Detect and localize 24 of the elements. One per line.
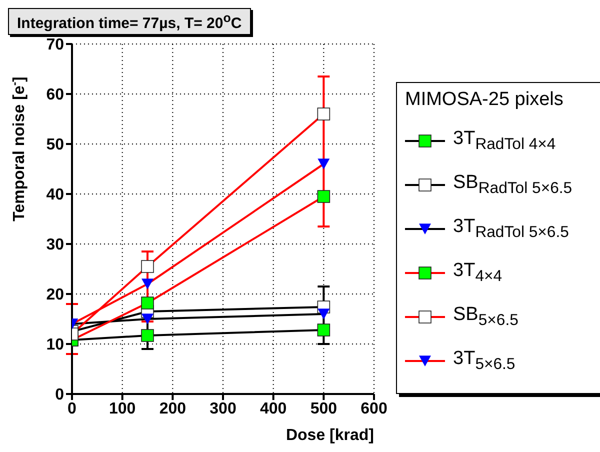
legend-label: SB$_{5×6.5}$ — [453, 304, 518, 330]
legend-title: MIMOSA-25 pixels — [405, 89, 564, 111]
y-tick-label: 0 — [55, 386, 64, 404]
y-tick-label: 70 — [46, 36, 64, 54]
y-tick-label: 60 — [46, 86, 64, 104]
legend-label: SB$_{RadTol 5×6.5}$ — [453, 172, 572, 198]
y-tick-label: 30 — [46, 236, 64, 254]
legend-label: 3T$_{4×4}$ — [453, 260, 502, 286]
x-tick-label: 600 — [360, 400, 388, 418]
legend-label: 3T$_{5×6.5}$ — [453, 348, 516, 374]
x-tick-label: 400 — [260, 400, 287, 418]
x-tick-label: 300 — [210, 400, 236, 418]
x-tick-label: 500 — [310, 400, 338, 418]
legend-label: 3T$_{RadTol 5×6.5}$ — [453, 216, 569, 242]
y-tick-label: 20 — [46, 286, 64, 304]
x-tick-label: 100 — [108, 400, 136, 418]
x-tick-label: 200 — [159, 400, 186, 418]
x-tick-label: 0 — [68, 400, 77, 418]
chart-title: Integration time= 77µs, T= 20$^{o}$C — [8, 8, 251, 35]
x-axis-title: Dose [krad] — [286, 427, 374, 444]
y-tick-label: 10 — [46, 336, 64, 354]
y-tick-label: 40 — [46, 186, 64, 204]
y-tick-label: 50 — [46, 136, 64, 154]
legend-label: 3T$_{RadTol 4×4}$ — [453, 128, 556, 154]
